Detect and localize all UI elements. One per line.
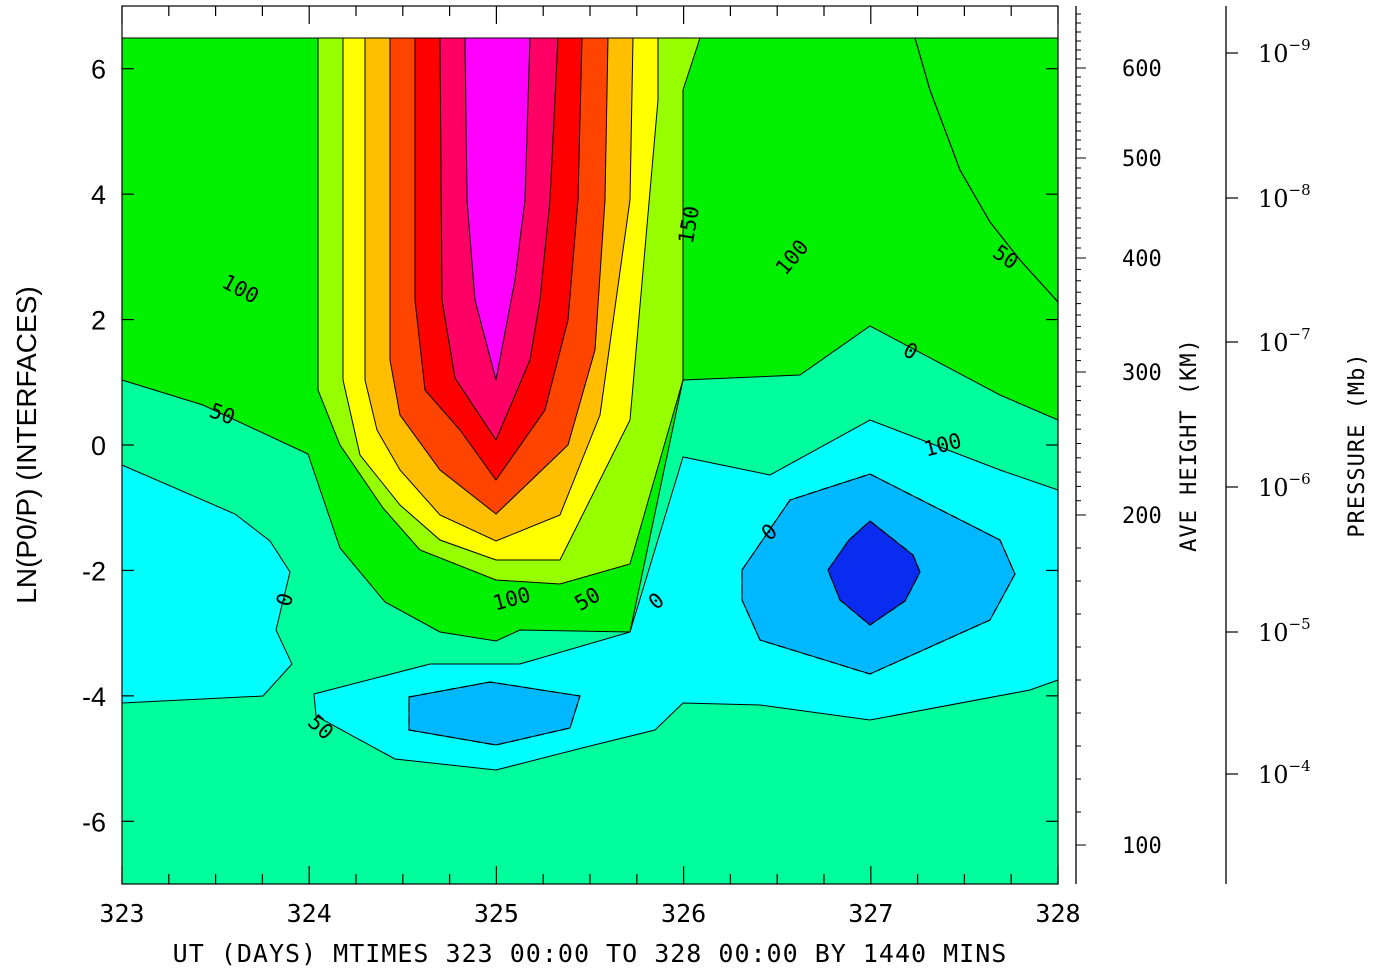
y-tick-label: 2 <box>91 306 106 336</box>
height-tick-label: 200 <box>1122 504 1162 529</box>
pressure-tick-label: 10−8 <box>1258 181 1311 213</box>
height-tick-label: 400 <box>1122 247 1162 272</box>
y-tick-label: 4 <box>91 180 106 210</box>
x-tick-label: 325 <box>474 899 519 928</box>
x-tick-label: 324 <box>287 899 332 928</box>
x-tick-label: 328 <box>1035 899 1080 928</box>
pressure-tick-label: 10−7 <box>1258 325 1311 357</box>
x-tick-label: 323 <box>99 899 144 928</box>
pressure-tick-label: 10−4 <box>1258 757 1311 789</box>
height-axis-label: AVE HEIGHT (KM) <box>1177 338 1202 552</box>
x-tick-label: 327 <box>848 899 893 928</box>
x-tick-label: 326 <box>661 899 706 928</box>
contour-label: 0 <box>272 591 298 609</box>
y-tick-label: 0 <box>91 431 106 461</box>
y-tick-label: 6 <box>91 55 106 85</box>
y-tick-label: -6 <box>82 807 106 837</box>
contour-line-100-right <box>914 37 1059 303</box>
contour-line-neg50-dashed <box>408 681 581 746</box>
y-tick-label: -4 <box>82 682 106 712</box>
height-tick-label: 600 <box>1122 57 1162 82</box>
contour-line-neg50-dashed <box>741 473 1016 675</box>
x-axis-label: UT (DAYS) MTIMES 323 00:00 TO 328 00:00 … <box>173 939 1008 968</box>
height-tick-label: 500 <box>1122 147 1162 172</box>
y-tick-label: -2 <box>82 556 106 586</box>
pressure-axis-label: PRESSURE (Mb) <box>1345 352 1370 537</box>
height-tick-label: 300 <box>1122 361 1162 386</box>
height-tick-label: 100 <box>1122 834 1162 859</box>
contour-region-450 <box>464 37 531 381</box>
contour-region-0 <box>121 464 293 704</box>
contour-lines <box>408 37 1059 746</box>
axes: -6 -4 -2 0 2 4 6 323 324 325 326 327 328 100 200 300 400… <box>82 6 1311 928</box>
pressure-tick-label: 10−9 <box>1258 36 1311 68</box>
pressure-tick-label: 10−6 <box>1258 470 1311 502</box>
contour-line-neg100-dashed <box>827 520 921 626</box>
contour-fills <box>121 37 1059 885</box>
y-axis-label: LN(P0/P) (INTERFACES) <box>11 286 42 603</box>
pressure-tick-label: 10−5 <box>1258 615 1311 647</box>
